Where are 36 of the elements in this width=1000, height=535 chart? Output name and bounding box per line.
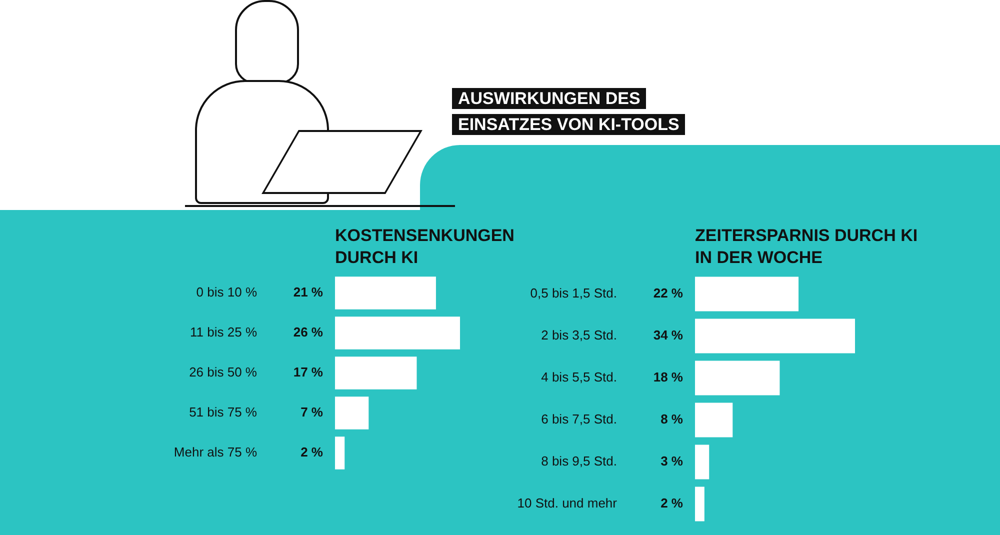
data-label: 26 % bbox=[293, 324, 324, 340]
y-tick-label: 8 bis 9,5 Std. bbox=[541, 454, 617, 469]
data-label: 7 % bbox=[300, 404, 324, 420]
data-label: 22 % bbox=[653, 286, 684, 301]
y-tick-label: Mehr als 75 % bbox=[174, 444, 258, 460]
text: AUSWIRKUNGEN DES EINSATZES VON KI-TOOLS bbox=[452, 88, 686, 135]
bar bbox=[695, 276, 799, 312]
bar bbox=[695, 402, 733, 438]
data-label: 17 % bbox=[293, 364, 324, 380]
y-tick-label: 10 Std. und mehr bbox=[517, 496, 618, 511]
bar bbox=[695, 360, 780, 396]
y-tick-label: 2 bis 3,5 Std. bbox=[541, 328, 617, 343]
data-label: 2 % bbox=[660, 496, 684, 511]
bar bbox=[335, 316, 460, 350]
data-label: 18 % bbox=[653, 370, 684, 385]
bar bbox=[335, 396, 369, 430]
chart-title: ZEITERSPARNIS DURCH KI IN DER WOCHE bbox=[695, 225, 919, 269]
bar bbox=[695, 444, 710, 480]
bar bbox=[335, 356, 417, 390]
bar bbox=[695, 486, 704, 522]
y-tick-label: 6 bis 7,5 Std. bbox=[541, 412, 617, 427]
y-tick-label: 11 bis 25 % bbox=[190, 324, 258, 340]
y-tick-label: 51 bis 75 % bbox=[189, 404, 258, 420]
y-tick-label: 0,5 bis 1,5 Std. bbox=[530, 286, 617, 301]
data-label: 8 % bbox=[660, 412, 684, 427]
data-label: 3 % bbox=[660, 454, 684, 469]
y-tick-label: 26 bis 50 % bbox=[189, 364, 258, 380]
bar bbox=[695, 318, 855, 354]
y-tick-label: 0 bis 10 % bbox=[196, 284, 258, 300]
bar bbox=[335, 436, 345, 470]
data-label: 34 % bbox=[653, 328, 684, 343]
data-label: 2 % bbox=[300, 444, 324, 460]
bar bbox=[335, 276, 436, 310]
chart-title: KOSTENSENKUNGEN DURCH KI bbox=[335, 225, 516, 269]
data-label: 21 % bbox=[293, 284, 324, 300]
y-tick-label: 4 bis 5,5 Std. bbox=[541, 370, 617, 385]
